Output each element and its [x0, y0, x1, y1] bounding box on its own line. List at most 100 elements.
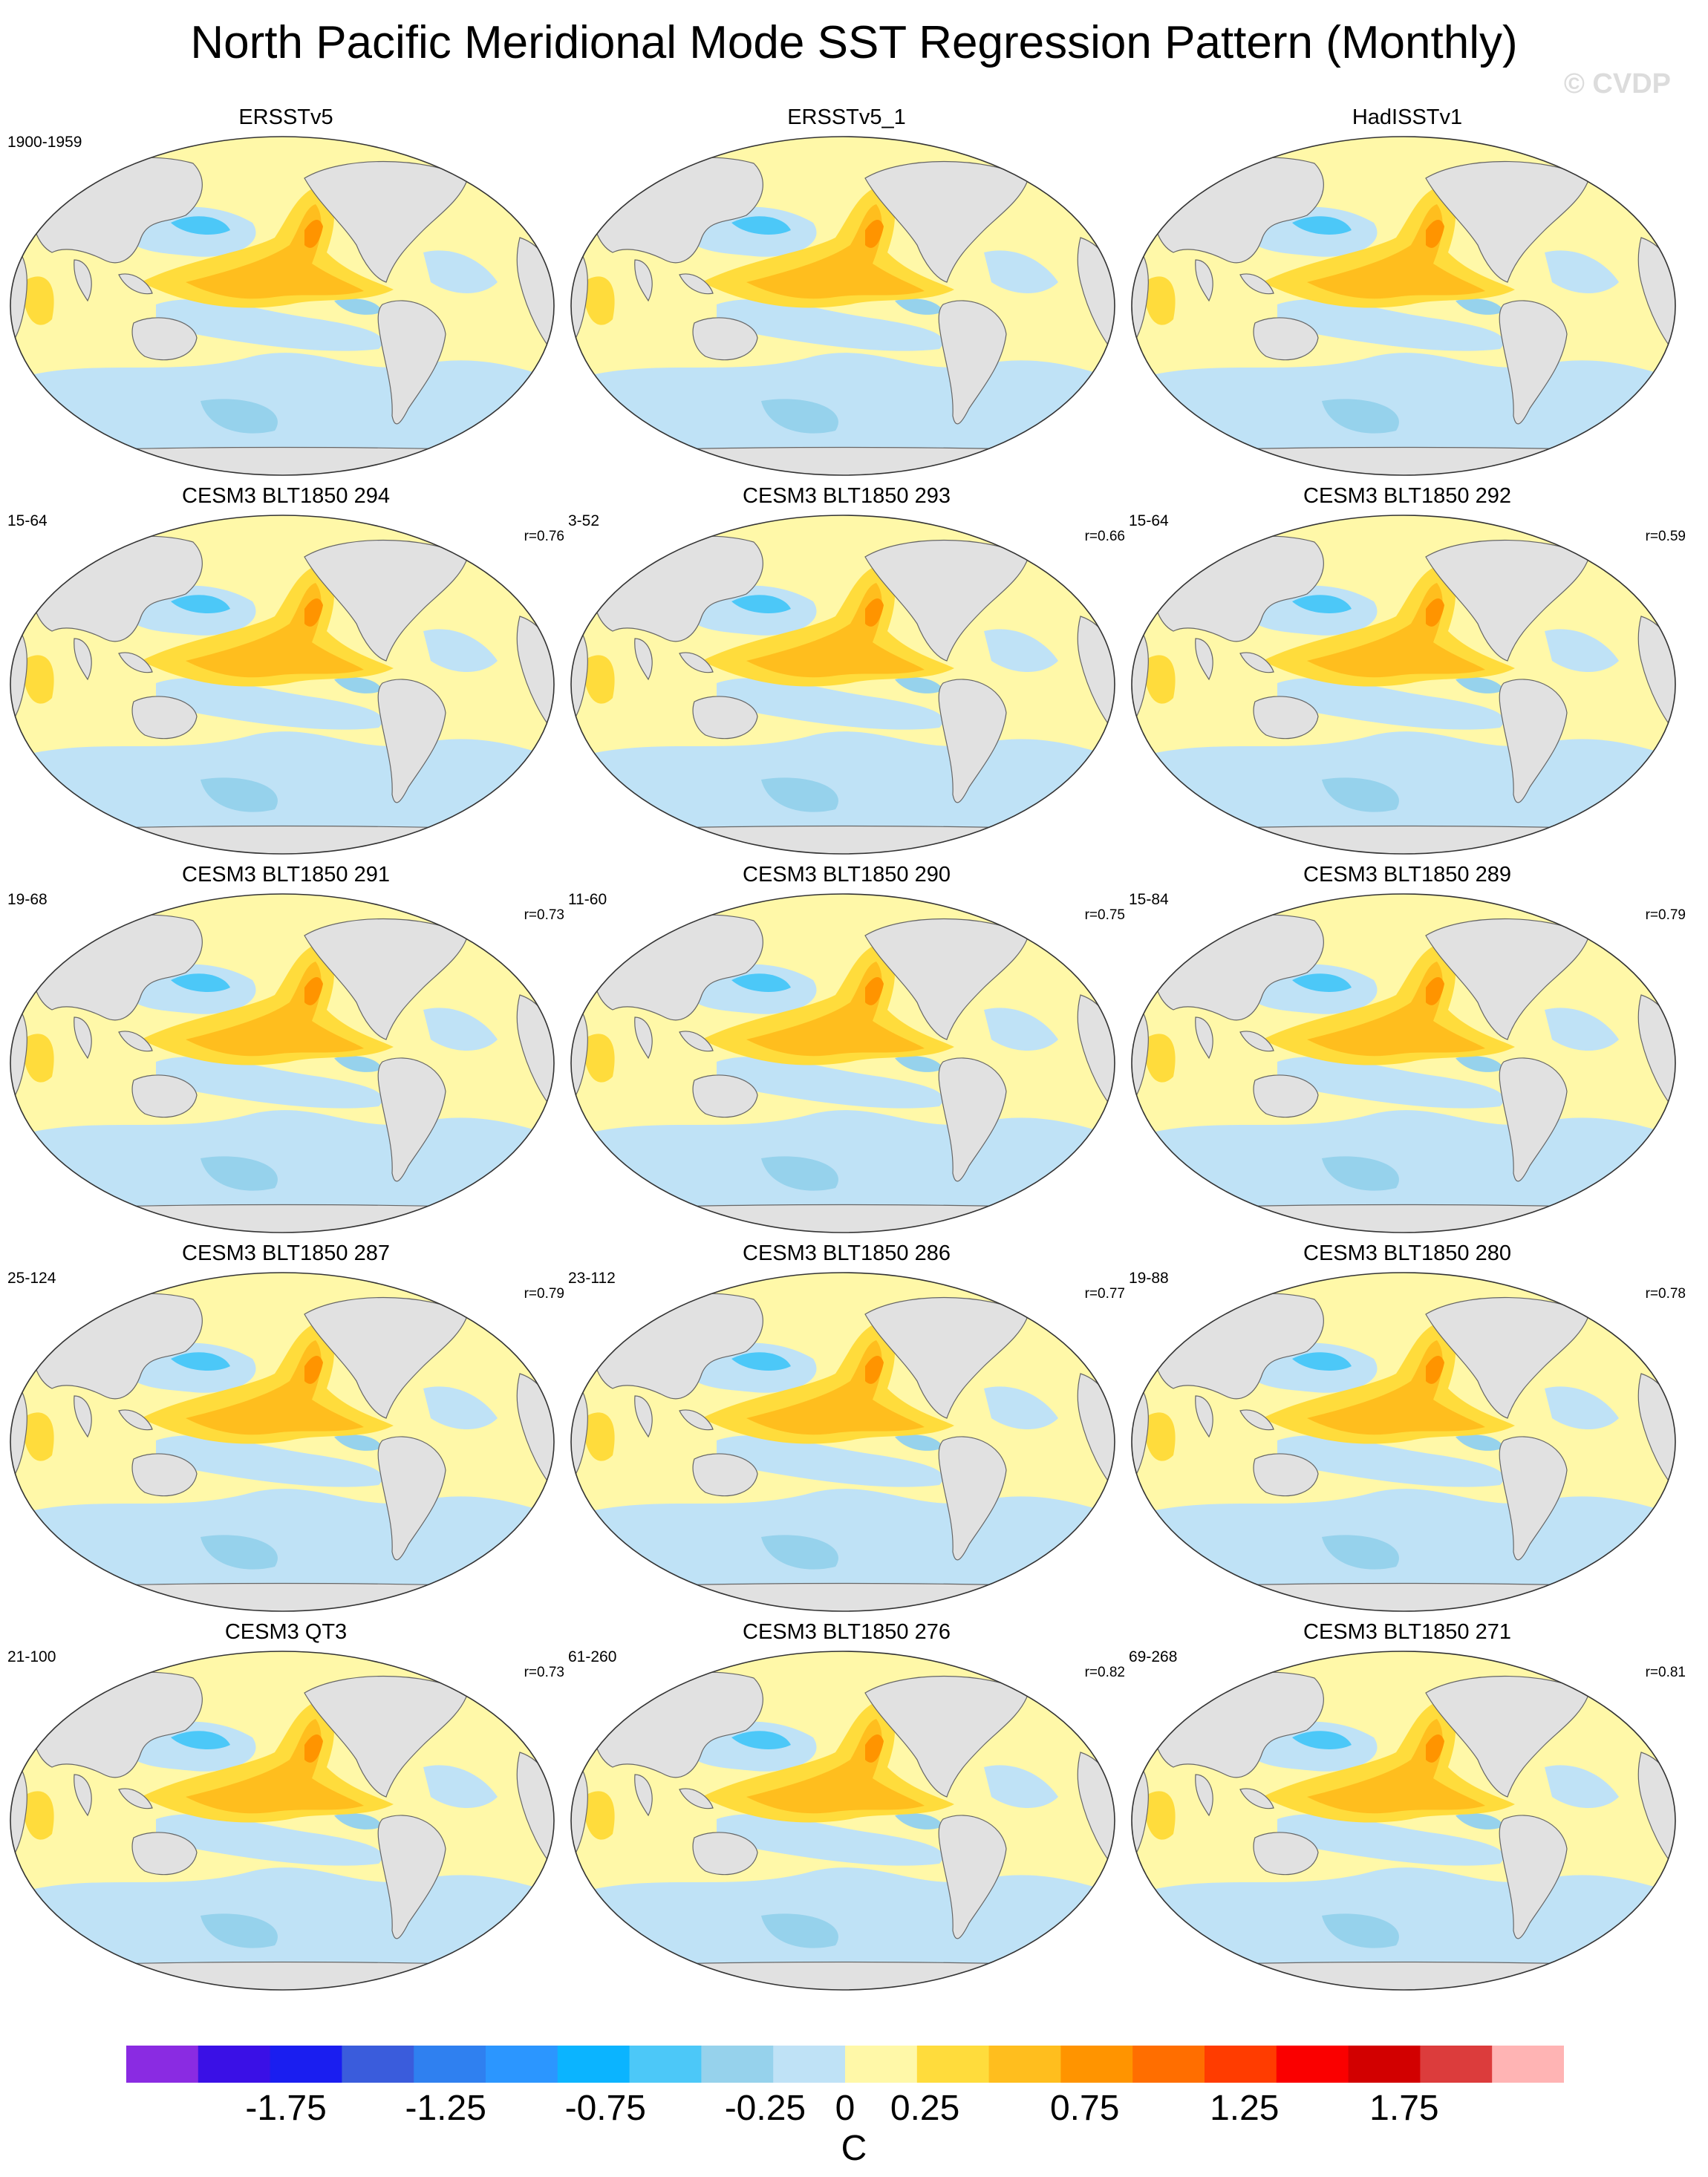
map-fields	[571, 1273, 1115, 1611]
land-australia	[692, 1832, 758, 1876]
east-pacific-cold-core	[1456, 298, 1504, 315]
map-panel: CESM3 BLT1850 292 15-64 r=0.59	[1129, 483, 1686, 861]
colorbar-tick-label: 0.25	[890, 2089, 960, 2128]
south-pacific-anomaly	[156, 299, 383, 351]
kuroshio-anomaly-core	[731, 1352, 791, 1371]
panel-title: ERSSTv5	[238, 105, 333, 129]
map-panel: HadISSTv1	[1129, 104, 1686, 483]
south-anomaly-core	[1322, 777, 1399, 812]
south-pacific-anomaly	[156, 678, 383, 730]
map-panel: CESM3 BLT1850 290 11-60 r=0.75	[568, 861, 1125, 1240]
map-fields	[1132, 1651, 1675, 1990]
robinson-map	[10, 1651, 555, 1991]
map-frame	[10, 1272, 555, 1612]
kuroshio-anomaly-core	[171, 1731, 230, 1749]
atlantic-anomaly	[423, 1765, 498, 1808]
colorbar-swatch	[1132, 2046, 1205, 2083]
land-australia	[692, 1074, 758, 1118]
panel-correlation: r=0.76	[524, 529, 564, 544]
land-maritime-continent	[679, 652, 714, 673]
land-australia	[1253, 696, 1319, 740]
panel-title: CESM3 BLT1850 294	[182, 484, 390, 508]
land-maritime-continent	[679, 1788, 714, 1809]
land-antarctica	[1132, 1961, 1675, 1990]
land-north-america	[1425, 1675, 1590, 1798]
land-india	[74, 1395, 92, 1438]
land-greenland	[1603, 541, 1672, 583]
colorbar-swatch	[342, 2046, 414, 2083]
map-frame	[1131, 1651, 1676, 1991]
south-anomaly-core	[761, 1913, 838, 1948]
south-pacific-anomaly	[156, 1814, 383, 1866]
map-fields	[1132, 137, 1675, 475]
land-india	[634, 1774, 653, 1817]
map-panel: CESM3 BLT1850 289 15-84 r=0.79	[1129, 861, 1686, 1240]
land-australia	[131, 1453, 198, 1497]
indian-ocean-anomaly	[583, 276, 615, 325]
land-greenland	[1043, 920, 1111, 962]
atlantic-anomaly	[423, 1386, 498, 1429]
indian-ocean-anomaly	[1144, 1791, 1176, 1840]
south-pacific-anomaly	[717, 678, 944, 730]
land-india	[1195, 259, 1213, 302]
land-south-america	[377, 1057, 446, 1182]
south-anomaly-core	[201, 1913, 278, 1948]
land-australia	[131, 317, 198, 361]
kuroshio-anomaly-core	[171, 216, 230, 235]
indian-ocean-anomaly	[583, 1034, 615, 1083]
map-frame	[570, 1651, 1115, 1991]
panel-correlation: r=0.73	[524, 1665, 564, 1680]
land-antarctica	[10, 446, 554, 475]
warm-anomaly-max	[304, 976, 323, 1005]
panel-title: HadISSTv1	[1352, 105, 1463, 129]
south-anomaly-core	[201, 399, 278, 434]
east-pacific-cold-core	[334, 1813, 382, 1830]
atlantic-anomaly	[1545, 1765, 1619, 1808]
east-pacific-cold-core	[895, 677, 943, 693]
panel-years: 1900-1959	[7, 134, 82, 151]
colorbar-swatch	[198, 2046, 271, 2083]
map-fields	[571, 894, 1115, 1233]
map-fields	[1132, 1273, 1675, 1611]
panel-correlation: r=0.75	[1084, 907, 1125, 923]
map-frame	[10, 1651, 555, 1991]
panel-title: CESM3 BLT1850 292	[1303, 484, 1511, 508]
atlantic-anomaly	[1545, 1008, 1619, 1051]
robinson-map	[1131, 1651, 1676, 1991]
warm-anomaly-max	[304, 219, 323, 248]
kuroshio-anomaly-core	[1292, 595, 1352, 613]
map-frame	[10, 893, 555, 1233]
land-south-america	[377, 679, 446, 803]
map-fields	[10, 894, 554, 1233]
land-north-america	[864, 1675, 1029, 1798]
south-anomaly-core	[1322, 1913, 1399, 1948]
land-antarctica	[10, 1582, 554, 1611]
land-greenland	[1603, 163, 1672, 204]
land-north-america	[864, 160, 1029, 283]
land-north-america	[304, 539, 469, 662]
robinson-map	[1131, 893, 1676, 1233]
panel-correlation: r=0.81	[1645, 1665, 1686, 1680]
land-india	[74, 1774, 92, 1817]
land-north-america	[304, 918, 469, 1040]
map-frame	[570, 515, 1115, 855]
indian-ocean-anomaly	[1144, 1412, 1176, 1461]
south-pacific-anomaly	[1277, 299, 1505, 351]
land-greenland	[1043, 1677, 1111, 1719]
east-pacific-cold-core	[1456, 677, 1504, 693]
colorbar-swatch	[1060, 2046, 1133, 2083]
kuroshio-anomaly-core	[731, 973, 791, 992]
south-pacific-anomaly	[1277, 1435, 1505, 1487]
atlantic-anomaly	[1545, 250, 1619, 293]
map-panel: CESM3 BLT1850 294 15-64 r=0.76	[7, 483, 564, 861]
panel-correlation: r=0.79	[1645, 907, 1686, 923]
land-maritime-continent	[679, 273, 714, 295]
land-south-america	[1499, 679, 1568, 803]
land-india	[634, 1016, 653, 1060]
land-north-america	[1425, 1296, 1590, 1419]
warm-anomaly-max	[304, 1734, 323, 1763]
robinson-map	[10, 515, 555, 855]
land-maritime-continent	[118, 1031, 153, 1052]
atlantic-anomaly	[984, 250, 1058, 293]
map-frame	[10, 515, 555, 855]
